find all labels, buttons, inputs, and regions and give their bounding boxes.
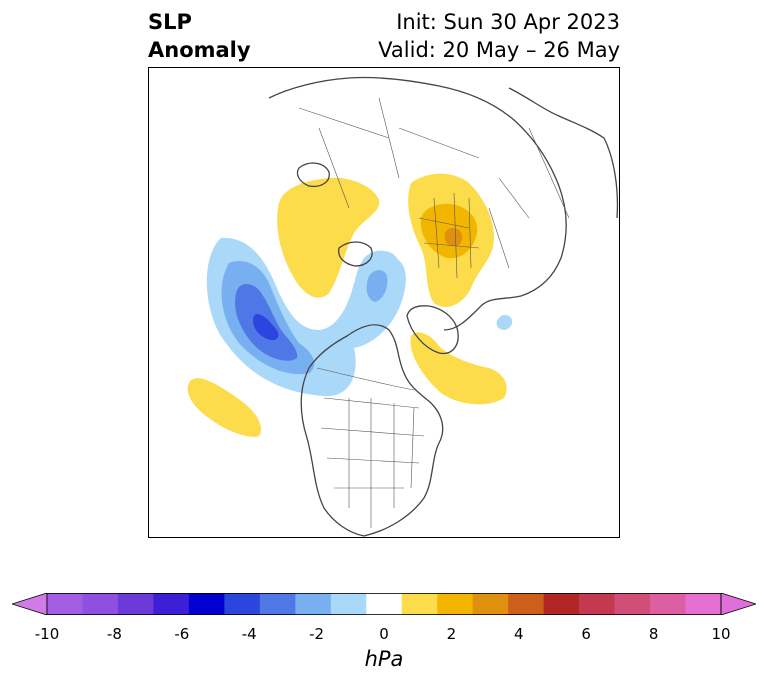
colorbar-bin (117, 593, 154, 615)
colorbar-outline (46, 593, 722, 615)
colorbar-bin (366, 593, 403, 615)
colorbar-bin (685, 593, 722, 615)
negative-anomaly-arctic-mid (366, 270, 388, 302)
arctic-islands-2 (296, 162, 330, 188)
colorbar-under-arrow (12, 593, 48, 615)
colorbar-tick-label: 10 (711, 625, 731, 643)
title-line-1: SLP (148, 10, 192, 34)
anomaly-fills (187, 173, 513, 437)
colorbar-tick-label: -10 (34, 625, 60, 643)
colorbar-bin (650, 593, 687, 615)
colorbar-bin (614, 593, 651, 615)
colorbar-tick-label: -4 (241, 625, 257, 643)
colorbar-bin (224, 593, 261, 615)
europe-borders (418, 177, 530, 279)
colorbar-bin (437, 593, 474, 615)
greenland-coast (406, 305, 459, 355)
colorbar-over-arrow (720, 593, 756, 615)
negative-anomaly-core (253, 314, 279, 341)
colorbar-bin (401, 593, 438, 615)
colorbar-tick-label: -2 (309, 625, 325, 643)
colorbar-tick-label: -6 (174, 625, 190, 643)
colorbar-tick-label: 6 (581, 625, 591, 643)
positive-anomaly-atlantic (410, 332, 507, 405)
colorbar-bin (188, 593, 225, 615)
colorbar-tick-label: 0 (379, 625, 389, 643)
colorbar-tick-label: 8 (648, 625, 659, 643)
colorbar-bin (47, 593, 83, 615)
us-canada-border (316, 367, 415, 391)
colorbar (12, 593, 756, 615)
colorbar-bin (82, 593, 119, 615)
colorbar-unit-label: hPa (364, 647, 404, 671)
negative-anomaly-small (496, 314, 513, 330)
anomaly-map (187, 76, 619, 537)
arctic-islands (338, 241, 373, 267)
colorbar-bin (508, 593, 545, 615)
init-date: Init: Sun 30 Apr 2023 (396, 10, 620, 34)
colorbar-tick-label: 2 (446, 625, 457, 643)
valid-date: Valid: 20 May – 26 May (378, 38, 620, 62)
coastlines (268, 76, 619, 537)
colorbar-bin (259, 593, 296, 615)
colorbar-bin (579, 593, 616, 615)
title-line-2: Anomaly (148, 38, 251, 62)
colorbar-bin (472, 593, 509, 615)
map-panel (148, 67, 620, 538)
north-america-coast (300, 324, 444, 537)
colorbar-bin (543, 593, 580, 615)
colorbar-tick-label: 4 (514, 625, 524, 643)
colorbar-bin (295, 593, 332, 615)
colorbar-bin (330, 593, 367, 615)
asia-east-coast (508, 87, 619, 219)
colorbar-bin (153, 593, 190, 615)
positive-anomaly-siberia (277, 177, 380, 298)
positive-anomaly-europe-core (444, 227, 463, 247)
forecast-dates: Init: Sun 30 Apr 2023 Valid: 20 May – 26… (378, 8, 620, 64)
country-borders (298, 97, 570, 528)
positive-anomaly-pacific (187, 378, 262, 437)
eurasia-coast (268, 76, 567, 331)
asia-borders (298, 97, 570, 219)
map-title: SLP Anomaly (148, 8, 251, 64)
colorbar-tick-label: -8 (106, 625, 122, 643)
us-state-borders (320, 397, 425, 528)
